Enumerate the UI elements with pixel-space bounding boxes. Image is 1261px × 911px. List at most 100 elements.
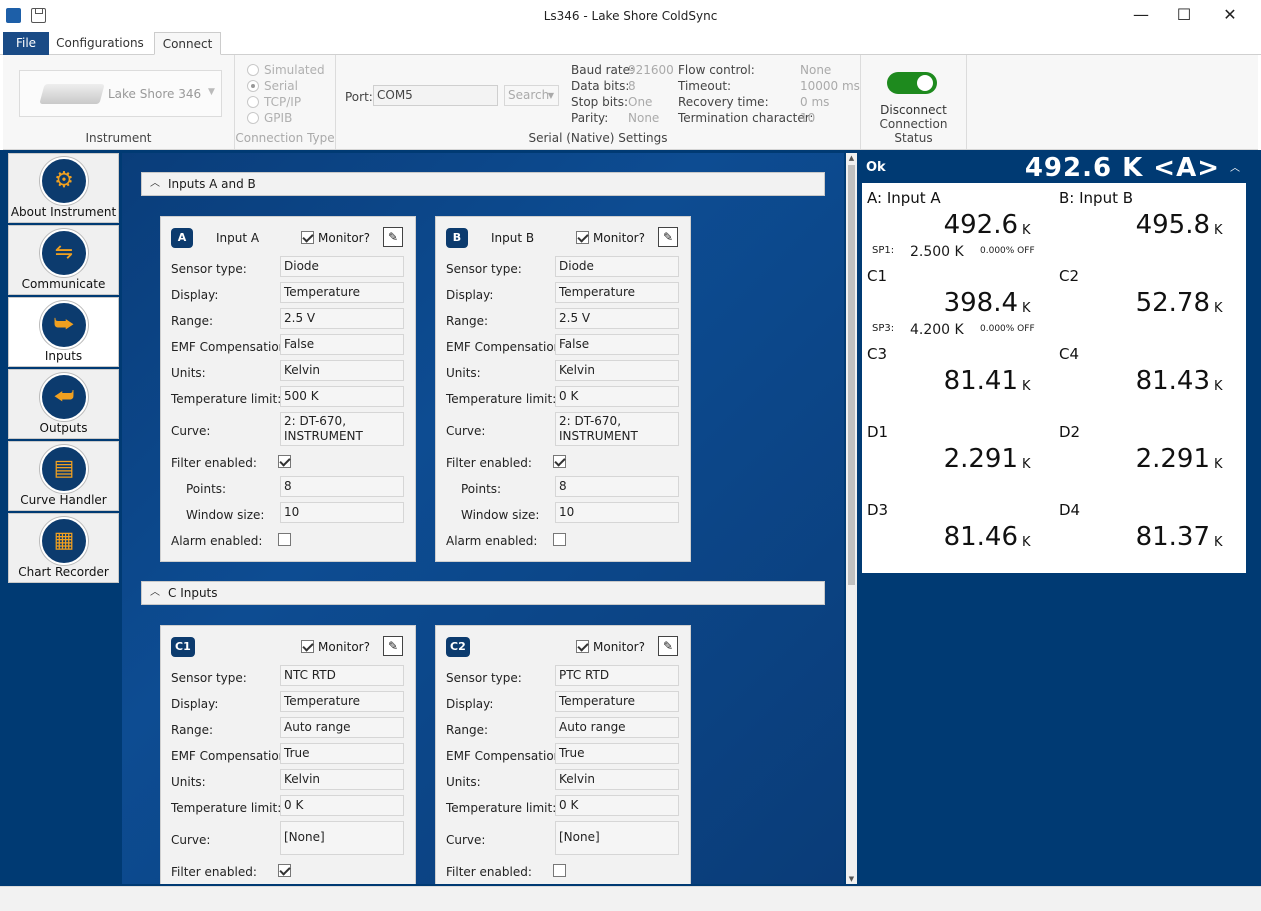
edit-icon[interactable]: ✎ xyxy=(383,636,403,656)
close-button[interactable]: ✕ xyxy=(1223,5,1237,24)
disconnect-label: Disconnect xyxy=(880,103,947,117)
section-title: Inputs A and B xyxy=(168,177,256,191)
range-label: Range: xyxy=(446,723,489,737)
reading-cell: A: Input A 492.6 K SP1: 2.500 K 0.000% OFF xyxy=(862,185,1054,263)
filter-checkbox[interactable] xyxy=(278,864,291,877)
sensor-type-field[interactable]: NTC RTD xyxy=(280,665,404,686)
radio-dot-selected xyxy=(247,80,259,92)
curve-field[interactable]: [None] xyxy=(280,821,404,855)
instrument-select[interactable]: Lake Shore 346 ▼ xyxy=(19,70,222,117)
search-ports-button[interactable]: Search ▼ xyxy=(504,85,559,106)
curve-field[interactable]: 2: DT-670, INSTRUMENT xyxy=(555,412,679,446)
reading-unit: K xyxy=(1214,535,1223,550)
filter-checkbox[interactable] xyxy=(553,455,566,468)
points-field[interactable]: 8 xyxy=(280,476,404,497)
monitor-checkbox[interactable]: Monitor? xyxy=(301,231,370,245)
minimize-button[interactable]: — xyxy=(1133,5,1149,24)
reading-value: 81.41 xyxy=(943,366,1018,396)
display-field[interactable]: Temperature xyxy=(555,691,679,712)
monitor-checkbox[interactable]: Monitor? xyxy=(301,640,370,654)
menu-file[interactable]: File xyxy=(3,32,49,55)
units-field[interactable]: Kelvin xyxy=(555,360,679,381)
filter-checkbox[interactable] xyxy=(553,864,566,877)
radio-gpib[interactable]: GPIB xyxy=(247,110,292,126)
scroll-thumb[interactable] xyxy=(848,165,855,585)
alarm-checkbox[interactable] xyxy=(278,533,291,546)
scroll-down-icon[interactable]: ▼ xyxy=(848,875,855,883)
section-inputs-a-b[interactable]: ︿ Inputs A and B xyxy=(141,172,825,196)
emf-field[interactable]: False xyxy=(280,334,404,355)
filter-checkbox[interactable] xyxy=(278,455,291,468)
filter-label: Filter enabled: xyxy=(446,865,532,879)
range-field[interactable]: Auto range xyxy=(280,717,404,738)
reading-cell: D1 2.291 K xyxy=(862,419,1054,497)
range-field[interactable]: 2.5 V xyxy=(280,308,404,329)
edit-icon[interactable]: ✎ xyxy=(658,636,678,656)
display-field[interactable]: Temperature xyxy=(280,282,404,303)
tab-connect[interactable]: Connect xyxy=(154,32,221,55)
units-field[interactable]: Kelvin xyxy=(280,769,404,790)
monitor-checkbox[interactable]: Monitor? xyxy=(576,231,645,245)
sensor-type-field[interactable]: PTC RTD xyxy=(555,665,679,686)
radio-serial[interactable]: Serial xyxy=(247,78,298,94)
points-field[interactable]: 8 xyxy=(555,476,679,497)
temp-limit-field[interactable]: 500 K xyxy=(280,386,404,407)
units-field[interactable]: Kelvin xyxy=(280,360,404,381)
save-icon[interactable] xyxy=(31,8,46,23)
window-size-field[interactable]: 10 xyxy=(555,502,679,523)
reading-value: 81.46 xyxy=(943,522,1018,552)
input-name: Input B xyxy=(491,231,535,245)
sensor-type-field[interactable]: Diode xyxy=(555,256,679,277)
sensor-type-field[interactable]: Diode xyxy=(280,256,404,277)
reading-unit: K xyxy=(1022,457,1031,472)
readings-panel: Ok 492.6 K <A> ︿ A: Input A 492.6 K SP1: 2.5… xyxy=(862,153,1246,573)
nav-outputs[interactable]: ⮨ Outputs xyxy=(8,369,119,439)
instrument-group: Lake Shore 346 ▼ Instrument xyxy=(3,55,235,149)
curve-field[interactable]: [None] xyxy=(555,821,679,855)
nav-about-instrument[interactable]: ⚙ About Instrument xyxy=(8,153,119,223)
edit-icon[interactable]: ✎ xyxy=(658,227,678,247)
emf-field[interactable]: True xyxy=(280,743,404,764)
temp-limit-field[interactable]: 0 K xyxy=(555,795,679,816)
content-scrollbar[interactable]: ▲ ▼ xyxy=(846,153,857,884)
display-field[interactable]: Temperature xyxy=(280,691,404,712)
port-input[interactable]: COM5 xyxy=(373,85,498,106)
checkbox[interactable] xyxy=(576,231,589,244)
reading-value: 81.37 xyxy=(1135,522,1210,552)
checkbox[interactable] xyxy=(576,640,589,653)
nav-inputs[interactable]: ⮩ Inputs xyxy=(8,297,119,367)
edit-icon[interactable]: ✎ xyxy=(383,227,403,247)
emf-label: EMF Compensation: xyxy=(171,340,291,354)
collapse-icon[interactable]: ︿ xyxy=(1230,163,1240,174)
chevron-down-icon: ▼ xyxy=(547,91,554,100)
input-badge: C1 xyxy=(171,637,195,657)
chevron-up-icon: ︿ xyxy=(150,587,160,598)
temp-limit-field[interactable]: 0 K xyxy=(555,386,679,407)
curve-field[interactable]: 2: DT-670, INSTRUMENT xyxy=(280,412,404,446)
section-c-inputs[interactable]: ︿ C Inputs xyxy=(141,581,825,605)
nav-chart-recorder[interactable]: ▦ Chart Recorder xyxy=(8,513,119,583)
checkbox[interactable] xyxy=(301,640,314,653)
range-field[interactable]: 2.5 V xyxy=(555,308,679,329)
radio-simulated[interactable]: Simulated xyxy=(247,62,325,78)
nav-communicate[interactable]: ⇋ Communicate xyxy=(8,225,119,295)
window-size-field[interactable]: 10 xyxy=(280,502,404,523)
checkbox[interactable] xyxy=(301,231,314,244)
scroll-up-icon[interactable]: ▲ xyxy=(848,154,855,162)
nav-curve-handler[interactable]: ▤ Curve Handler xyxy=(8,441,119,511)
emf-field[interactable]: True xyxy=(555,743,679,764)
maximize-button[interactable]: ☐ xyxy=(1176,5,1192,24)
units-field[interactable]: Kelvin xyxy=(555,769,679,790)
display-field[interactable]: Temperature xyxy=(555,282,679,303)
tab-configurations[interactable]: Configurations xyxy=(56,36,144,50)
connection-toggle[interactable] xyxy=(887,72,937,94)
monitor-checkbox[interactable]: Monitor? xyxy=(576,640,645,654)
emf-field[interactable]: False xyxy=(555,334,679,355)
alarm-checkbox[interactable] xyxy=(553,533,566,546)
temp-limit-field[interactable]: 0 K xyxy=(280,795,404,816)
app-icon[interactable] xyxy=(6,8,21,23)
chevron-down-icon: ▼ xyxy=(208,87,215,97)
range-field[interactable]: Auto range xyxy=(555,717,679,738)
radio-tcpip[interactable]: TCP/IP xyxy=(247,94,301,110)
input-badge: C2 xyxy=(446,637,470,657)
